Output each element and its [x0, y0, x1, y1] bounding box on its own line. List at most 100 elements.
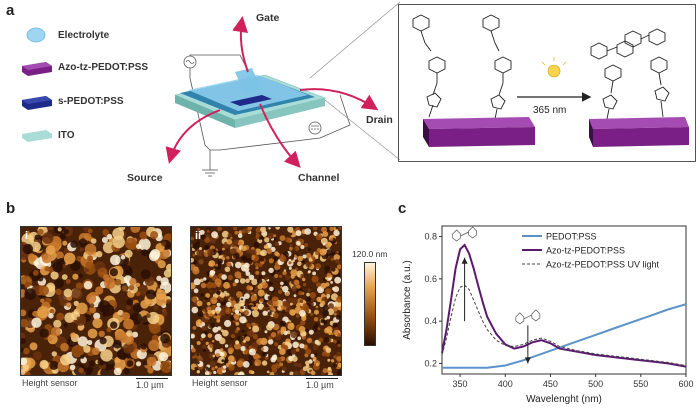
afm-grain	[197, 227, 201, 232]
afm-grain	[255, 266, 259, 270]
afm-grain	[84, 243, 97, 256]
afm-grain	[290, 349, 297, 355]
afm-grain	[113, 367, 122, 375]
afm-sensor-i: Height sensor	[22, 378, 78, 388]
panel-b-letter: b	[6, 200, 16, 217]
afm-grain	[315, 305, 319, 309]
afm-grain	[61, 274, 68, 280]
afm-grain	[140, 300, 149, 309]
afm-grain	[192, 267, 200, 275]
afm-grain	[332, 322, 338, 328]
slab-left-top	[423, 117, 535, 129]
afm-grain	[126, 330, 133, 337]
afm-grain	[245, 306, 249, 310]
spedot-swatch-top	[22, 96, 52, 104]
afm-grain	[236, 335, 244, 343]
afm-grain	[262, 306, 269, 313]
afm-grain	[322, 243, 326, 246]
afm-grain	[293, 362, 298, 367]
afm-grain	[32, 351, 42, 361]
afm-grain	[208, 341, 211, 345]
afm-grain	[320, 237, 328, 245]
afm-grain	[323, 305, 329, 311]
afm-grain	[301, 292, 305, 295]
afm-grain	[209, 343, 214, 348]
y-tick-label: 0.2	[424, 358, 437, 368]
afm-grain	[295, 267, 298, 271]
afm-grain	[129, 277, 137, 286]
afm-grain	[202, 348, 207, 353]
afm-grain	[274, 342, 278, 347]
afm-grain	[21, 318, 29, 328]
afm-grain	[310, 353, 315, 358]
afm-grain	[262, 310, 268, 316]
electrolyte-swatch	[26, 27, 46, 43]
afm-grain	[323, 337, 330, 343]
afm-grain	[302, 366, 308, 372]
afm-grain	[282, 285, 289, 293]
afm-grain	[251, 342, 259, 349]
afm-grain	[25, 230, 30, 236]
afm-grain	[320, 282, 327, 289]
afm-grain	[236, 291, 243, 298]
afm-grain	[333, 339, 337, 344]
afm-grain	[89, 303, 95, 308]
afm-grain	[288, 266, 292, 270]
legend-ito: ITO	[58, 130, 75, 141]
afm-grain	[222, 306, 227, 312]
afm-grain	[268, 281, 273, 287]
y-tick-label: 0.6	[424, 274, 437, 284]
afm-grain	[285, 275, 290, 280]
afm-grain	[257, 355, 261, 359]
afm-grain	[252, 334, 258, 340]
afm-grain	[215, 263, 218, 267]
afm-grain	[223, 358, 229, 364]
afm-grain	[226, 295, 230, 300]
afm-grain	[336, 355, 341, 362]
afm-grain	[302, 277, 306, 282]
afm-grain	[260, 347, 265, 351]
afm-grain	[77, 324, 84, 331]
afm-grain	[135, 361, 142, 367]
afm-grain	[333, 363, 338, 368]
afm-grain	[31, 317, 42, 328]
afm-grain	[315, 233, 323, 241]
afm-grain	[292, 259, 295, 263]
afm-grain	[338, 227, 341, 230]
afm-grain	[333, 312, 337, 316]
afm-grain	[138, 238, 151, 251]
afm-grain	[227, 274, 233, 281]
afm-grain	[49, 360, 59, 370]
afm-grain	[124, 237, 137, 250]
afm-grain	[214, 278, 222, 286]
afm-grain	[308, 247, 312, 251]
gate-label: Gate	[256, 12, 280, 24]
afm-grain	[210, 296, 218, 304]
afm-grain	[101, 237, 108, 243]
afm-grain	[332, 286, 340, 293]
afm-grain	[234, 230, 239, 235]
afm-grain	[322, 231, 329, 237]
afm-grain	[53, 319, 62, 328]
afm-grain	[312, 344, 319, 350]
slab-left-front	[429, 127, 535, 147]
afm-grain	[214, 365, 218, 369]
molecule-right-1	[590, 40, 634, 120]
afm-grain	[241, 329, 245, 333]
afm-grain	[193, 288, 199, 294]
afm-grain	[264, 276, 269, 280]
afm-grain	[224, 266, 231, 273]
afm-grain	[310, 312, 314, 316]
afm-grain	[234, 342, 241, 350]
afm-grain	[257, 284, 263, 290]
afm-grain	[296, 314, 300, 318]
afm-grain	[293, 279, 300, 286]
afm-grain	[207, 333, 213, 338]
afm-grain	[313, 352, 318, 357]
afm-grain	[191, 258, 194, 263]
afm-grain	[237, 233, 243, 238]
afm-grain	[277, 289, 283, 294]
gate-electrode	[235, 68, 262, 94]
zoom-line-top	[309, 1, 401, 79]
afm-grain	[337, 362, 341, 368]
